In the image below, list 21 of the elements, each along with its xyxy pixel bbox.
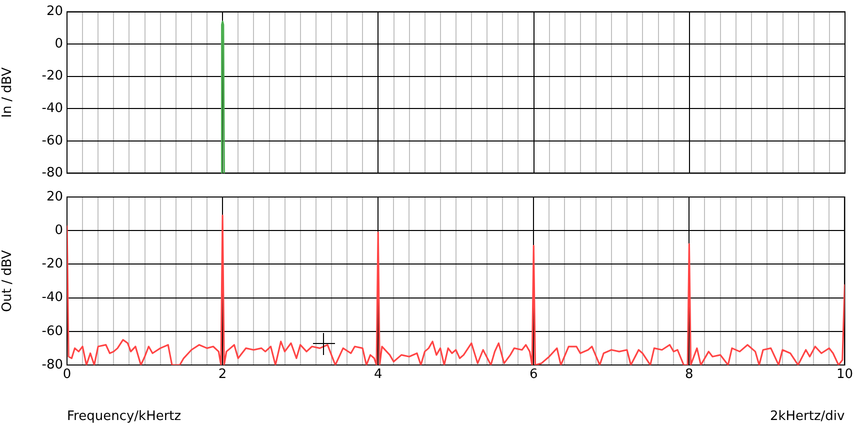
y-tick-label: 0 <box>54 222 63 238</box>
x-tick-label: 10 <box>836 367 853 382</box>
y-tick-label: -40 <box>42 101 63 116</box>
y-tick-label: 20 <box>46 4 63 20</box>
x-tick-label: 8 <box>685 367 694 382</box>
text: 2kHertz/div <box>770 408 846 424</box>
y-axis-title: In / dBV <box>0 67 16 118</box>
x-tick-label: 4 <box>374 367 382 382</box>
y-tick-label: -80 <box>42 357 63 372</box>
y-tick-label: 0 <box>54 36 63 52</box>
y-tick-label: 20 <box>46 189 63 204</box>
y-tick-label: -40 <box>42 290 63 306</box>
y-tick-label: -20 <box>42 256 63 272</box>
y-tick-label: -20 <box>42 68 63 84</box>
y-tick-label: -60 <box>42 133 63 148</box>
y-axis-title: Out / dBV <box>0 250 16 312</box>
y-tick-label: -80 <box>42 166 63 181</box>
x-tick-label: 6 <box>529 367 538 382</box>
y-tick-label: -60 <box>42 324 63 339</box>
x-tick-label: 2 <box>218 367 227 382</box>
text: Frequency/kHertz <box>67 408 182 424</box>
